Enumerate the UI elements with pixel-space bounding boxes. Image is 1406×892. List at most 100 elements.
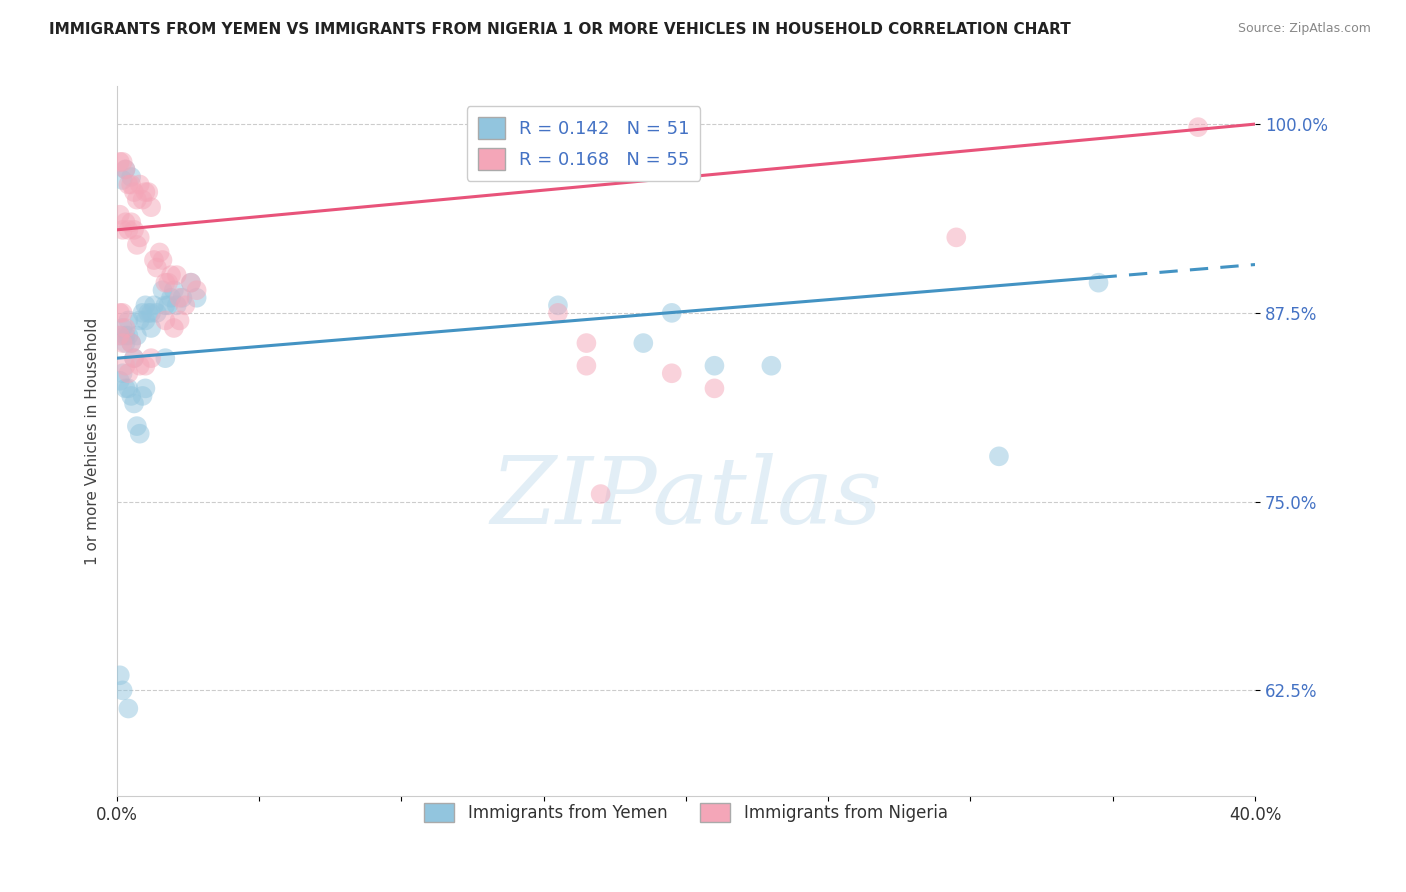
Point: [114, 328, 136, 343]
Point: [633, 336, 655, 351]
Point: [134, 313, 156, 327]
Point: [122, 351, 145, 366]
Point: [157, 276, 180, 290]
Point: [114, 381, 136, 395]
Point: [945, 230, 967, 244]
Point: [172, 291, 194, 305]
Point: [122, 185, 145, 199]
Point: [111, 321, 134, 335]
Point: [125, 193, 148, 207]
Point: [575, 336, 598, 351]
Point: [180, 276, 202, 290]
Point: [117, 328, 139, 343]
Point: [152, 252, 174, 267]
Point: [761, 359, 783, 373]
Text: Source: ZipAtlas.com: Source: ZipAtlas.com: [1237, 22, 1371, 36]
Point: [114, 162, 136, 177]
Point: [139, 306, 162, 320]
Point: [131, 193, 153, 207]
Point: [1087, 276, 1109, 290]
Point: [134, 359, 156, 373]
Point: [111, 336, 134, 351]
Point: [166, 268, 188, 282]
Point: [180, 276, 202, 290]
Point: [661, 366, 683, 380]
Point: [108, 208, 131, 222]
Point: [125, 328, 148, 343]
Point: [134, 381, 156, 395]
Point: [120, 336, 142, 351]
Point: [661, 306, 683, 320]
Point: [166, 298, 188, 312]
Point: [120, 215, 142, 229]
Point: [146, 306, 169, 320]
Point: [139, 321, 162, 335]
Legend: Immigrants from Yemen, Immigrants from Nigeria: Immigrants from Yemen, Immigrants from N…: [412, 791, 959, 834]
Point: [111, 306, 134, 320]
Point: [114, 336, 136, 351]
Point: [186, 283, 208, 297]
Point: [142, 298, 165, 312]
Point: [589, 487, 612, 501]
Point: [146, 260, 169, 275]
Point: [108, 328, 131, 343]
Point: [155, 276, 177, 290]
Point: [120, 336, 142, 351]
Point: [114, 321, 136, 335]
Point: [136, 185, 159, 199]
Y-axis label: 1 or more Vehicles in Household: 1 or more Vehicles in Household: [86, 318, 100, 565]
Point: [120, 389, 142, 403]
Point: [117, 366, 139, 380]
Point: [108, 154, 131, 169]
Point: [122, 396, 145, 410]
Point: [128, 313, 150, 327]
Point: [114, 359, 136, 373]
Point: [117, 313, 139, 327]
Point: [108, 328, 131, 343]
Point: [117, 381, 139, 395]
Point: [128, 426, 150, 441]
Text: ZIPatlas: ZIPatlas: [491, 453, 882, 543]
Point: [155, 298, 177, 312]
Point: [108, 668, 131, 682]
Point: [136, 306, 159, 320]
Point: [134, 298, 156, 312]
Point: [131, 306, 153, 320]
Point: [169, 313, 191, 327]
Point: [108, 306, 131, 320]
Point: [703, 381, 725, 395]
Point: [139, 200, 162, 214]
Point: [114, 215, 136, 229]
Point: [128, 230, 150, 244]
Point: [163, 283, 186, 297]
Point: [111, 223, 134, 237]
Point: [547, 298, 569, 312]
Point: [575, 359, 598, 373]
Point: [111, 154, 134, 169]
Point: [128, 359, 150, 373]
Point: [117, 701, 139, 715]
Point: [122, 223, 145, 237]
Point: [160, 291, 183, 305]
Point: [128, 178, 150, 192]
Point: [125, 238, 148, 252]
Text: IMMIGRANTS FROM YEMEN VS IMMIGRANTS FROM NIGERIA 1 OR MORE VEHICLES IN HOUSEHOLD: IMMIGRANTS FROM YEMEN VS IMMIGRANTS FROM…: [49, 22, 1071, 37]
Point: [547, 306, 569, 320]
Point: [155, 351, 177, 366]
Point: [155, 313, 177, 327]
Point: [117, 178, 139, 192]
Point: [149, 245, 172, 260]
Point: [120, 178, 142, 192]
Point: [108, 374, 131, 388]
Point: [120, 169, 142, 184]
Point: [139, 351, 162, 366]
Point: [163, 321, 186, 335]
Point: [117, 223, 139, 237]
Point: [131, 389, 153, 403]
Point: [186, 291, 208, 305]
Point: [122, 351, 145, 366]
Point: [157, 298, 180, 312]
Point: [1187, 120, 1209, 135]
Point: [142, 252, 165, 267]
Point: [703, 359, 725, 373]
